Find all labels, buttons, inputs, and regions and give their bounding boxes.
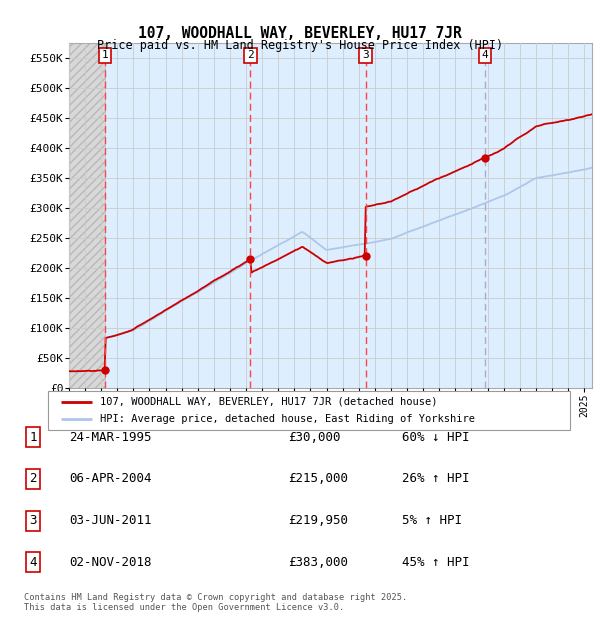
- Text: 107, WOODHALL WAY, BEVERLEY, HU17 7JR: 107, WOODHALL WAY, BEVERLEY, HU17 7JR: [138, 26, 462, 41]
- Text: 3: 3: [29, 515, 37, 527]
- Text: 2: 2: [247, 50, 254, 60]
- Text: 26% ↑ HPI: 26% ↑ HPI: [402, 472, 470, 485]
- Text: Price paid vs. HM Land Registry's House Price Index (HPI): Price paid vs. HM Land Registry's House …: [97, 39, 503, 52]
- Text: 06-APR-2004: 06-APR-2004: [69, 472, 151, 485]
- FancyBboxPatch shape: [48, 391, 570, 430]
- Text: 1: 1: [101, 50, 108, 60]
- Bar: [69, 43, 105, 388]
- Text: 1: 1: [29, 431, 37, 443]
- Bar: [105, 43, 592, 388]
- Text: 2: 2: [29, 472, 37, 485]
- Text: 3: 3: [362, 50, 369, 60]
- Text: 24-MAR-1995: 24-MAR-1995: [69, 431, 151, 443]
- Text: 5% ↑ HPI: 5% ↑ HPI: [402, 515, 462, 527]
- Text: HPI: Average price, detached house, East Riding of Yorkshire: HPI: Average price, detached house, East…: [100, 414, 475, 424]
- Text: 60% ↓ HPI: 60% ↓ HPI: [402, 431, 470, 443]
- Text: £30,000: £30,000: [288, 431, 341, 443]
- Text: 45% ↑ HPI: 45% ↑ HPI: [402, 556, 470, 569]
- Text: 02-NOV-2018: 02-NOV-2018: [69, 556, 151, 569]
- Text: Contains HM Land Registry data © Crown copyright and database right 2025.
This d: Contains HM Land Registry data © Crown c…: [24, 593, 407, 612]
- Text: 4: 4: [482, 50, 488, 60]
- Text: £215,000: £215,000: [288, 472, 348, 485]
- Text: £383,000: £383,000: [288, 556, 348, 569]
- Text: £219,950: £219,950: [288, 515, 348, 527]
- Text: 4: 4: [29, 556, 37, 569]
- Text: 107, WOODHALL WAY, BEVERLEY, HU17 7JR (detached house): 107, WOODHALL WAY, BEVERLEY, HU17 7JR (d…: [100, 397, 438, 407]
- Bar: [69, 43, 105, 388]
- Text: 03-JUN-2011: 03-JUN-2011: [69, 515, 151, 527]
